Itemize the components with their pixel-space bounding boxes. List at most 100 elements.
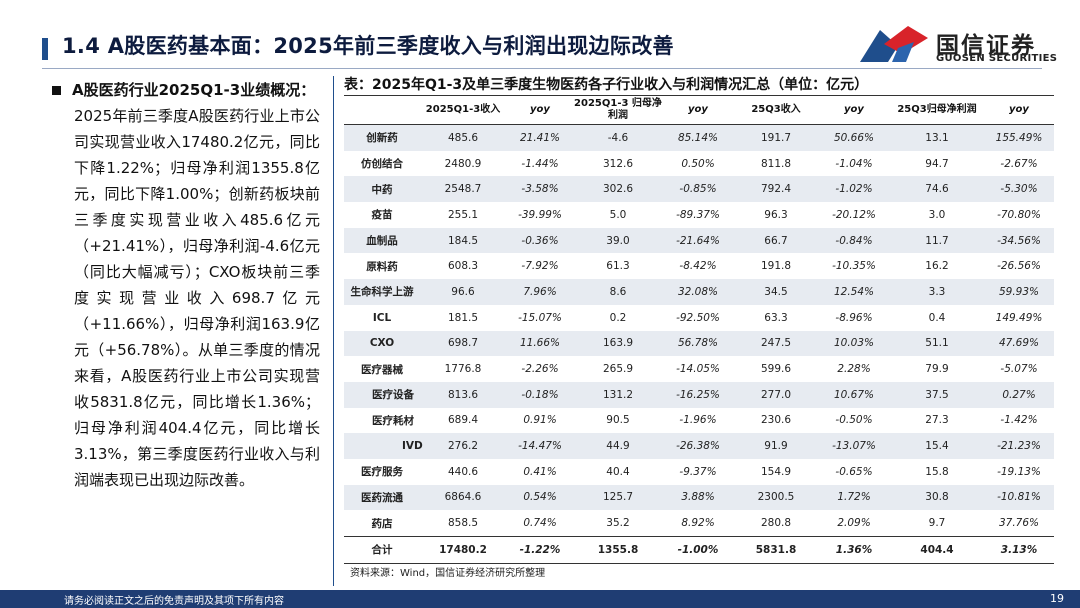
table-cell: 51.1 xyxy=(890,330,984,357)
row-label: 创新药 xyxy=(344,124,420,151)
table-cell: 191.7 xyxy=(734,124,818,151)
table-row: 中药 2548.7 -3.58% 302.6 -0.85% 792.4 -1.02% 74.6… xyxy=(344,176,1054,203)
table-cell: 302.6 xyxy=(574,176,662,203)
table-cell: -89.37% xyxy=(676,208,720,221)
table-caption: 表：2025年Q1-3及单三季度生物医药各子行业收入与利润情况汇总（单位：亿元） xyxy=(344,77,869,93)
table-cell: -0.50% xyxy=(835,414,873,427)
table-cell: -2.67% xyxy=(1000,157,1038,170)
table-cell: -1.02% xyxy=(818,176,890,203)
table-cell: -39.99% xyxy=(518,208,562,221)
table-row: 医疗设备 813.6 -0.18% 131.2 -16.25% 277.0 10.67% 37… xyxy=(344,381,1054,408)
table-cell: 66.7 xyxy=(734,227,818,254)
table-row: 仿创结合 2480.9 -1.44% 312.6 0.50% 811.8 -1.04% 94.… xyxy=(344,151,1054,177)
table-body: 创新药 485.6 21.41% -4.6 85.14% 191.7 50.66% 13.1 1… xyxy=(344,124,1054,564)
table-cell: 1776.8 xyxy=(444,363,482,376)
table-cell: 265.9 xyxy=(602,363,634,376)
square-bullet-icon xyxy=(52,86,61,95)
table-cell: 155.49% xyxy=(984,124,1054,151)
row-label: ICL xyxy=(372,311,392,324)
table-cell: 2300.5 xyxy=(734,484,818,511)
table-cell: 94.7 xyxy=(925,157,949,170)
source-note: 资料来源：Wind，国信证券经济研究所整理 xyxy=(350,568,546,579)
table-cell: -19.13% xyxy=(997,465,1041,478)
header-cell: 25Q3收入 xyxy=(734,95,818,125)
table-cell: -26.56% xyxy=(997,260,1041,273)
table-cell: 10.67% xyxy=(818,381,890,408)
table-cell: 698.7 xyxy=(420,330,506,357)
table-cell: 247.5 xyxy=(734,330,818,357)
row-label: 合计 xyxy=(344,536,420,564)
table-cell: 184.5 xyxy=(420,227,506,254)
table-cell: 2548.7 xyxy=(420,176,506,203)
table-cell: 858.5 xyxy=(447,517,479,530)
table-row: 生命科学上游 96.6 7.96% 8.6 32.08% 34.5 12.54% 3.3 59.… xyxy=(344,279,1054,305)
table-row: CXO 698.7 11.66% 163.9 56.78% 247.5 10.03% 51.1… xyxy=(344,330,1054,357)
table-container: 2025Q1-3收入 yoy 2025Q1-3 归母净利润 yoy 25Q3收入… xyxy=(344,95,1054,564)
table-cell: -70.80% xyxy=(997,208,1041,221)
table-cell: 8.92% xyxy=(681,517,715,530)
table-cell: 16.2 xyxy=(925,260,949,273)
table-cell: 6864.6 xyxy=(420,484,506,511)
table-cell: 277.0 xyxy=(734,381,818,408)
table-cell: -14.47% xyxy=(506,433,574,459)
table-cell: 32.08% xyxy=(662,279,734,305)
table-cell: 0.91% xyxy=(523,414,557,427)
table-cell: -0.65% xyxy=(835,465,873,478)
table-cell: 154.9 xyxy=(760,465,792,478)
table-cell: -1.96% xyxy=(679,414,717,427)
table-cell: 230.6 xyxy=(760,414,792,427)
row-label: 中药 xyxy=(344,176,420,203)
table-cell: 40.4 xyxy=(606,465,630,478)
guosen-logo: 国信证券 GUOSEN SECURITIES xyxy=(858,24,1068,66)
table-cell: 34.5 xyxy=(734,279,818,305)
table-cell: 9.7 xyxy=(928,517,946,530)
table-cell: -7.92% xyxy=(521,260,559,273)
table-cell: -21.64% xyxy=(662,227,734,254)
table-cell: -2.26% xyxy=(521,363,559,376)
header-divider xyxy=(42,68,1042,69)
table-cell: -8.96% xyxy=(835,311,873,324)
table-cell: 15.8 xyxy=(925,465,949,478)
header-cell xyxy=(344,95,420,125)
table-cell: 811.8 xyxy=(760,157,792,170)
table-row: ICL 181.5 -15.07% 0.2 -92.50% 63.3 -8.96% 0.4 14… xyxy=(344,305,1054,331)
summary-heading-row: A股医药行业2025Q1-3业绩概况： xyxy=(50,78,320,102)
table-row: 创新药 485.6 21.41% -4.6 85.14% 191.7 50.66% 13.1 1… xyxy=(344,124,1054,151)
table-cell: 440.6 xyxy=(447,465,479,478)
table-cell: 149.49% xyxy=(995,311,1043,324)
table-cell: -0.18% xyxy=(506,381,574,408)
table-cell: 13.1 xyxy=(890,124,984,151)
slide-header: 1.4 A股医药基本面：2025年前三季度收入与利润出现边际改善 国信证券 GU… xyxy=(0,0,1080,72)
table-row: 药店 858.5 0.74% 35.2 8.92% 280.8 2.09% 9.7 37.76% xyxy=(344,510,1054,536)
row-label: 医疗设备 xyxy=(344,381,420,408)
table-cell: -16.25% xyxy=(662,381,734,408)
table-cell: 689.4 xyxy=(447,414,479,427)
table-cell: 1.36% xyxy=(818,536,890,564)
table-row: 医疗耗材 689.4 0.91% 90.5 -1.96% 230.6 -0.50% 27.3 -… xyxy=(344,408,1054,434)
row-label: 原料药 xyxy=(366,260,398,273)
table-cell: -5.30% xyxy=(984,176,1054,203)
table-cell: 63.3 xyxy=(764,311,788,324)
table-cell: 255.1 xyxy=(447,208,479,221)
table-cell: 276.2 xyxy=(420,433,506,459)
table-cell: 5.0 xyxy=(609,208,627,221)
table-cell: 191.8 xyxy=(760,260,792,273)
header-cell: 2025Q1-3收入 xyxy=(420,95,506,125)
table-cell: 181.5 xyxy=(447,311,479,324)
table-cell: -92.50% xyxy=(676,311,720,324)
table-cell: 0.27% xyxy=(984,381,1054,408)
table-cell: -26.38% xyxy=(662,433,734,459)
table-cell: 17480.2 xyxy=(420,536,506,564)
table-cell: -3.58% xyxy=(506,176,574,203)
table-cell: 74.6 xyxy=(890,176,984,203)
row-label: 医疗耗材 xyxy=(372,414,414,427)
table-cell: 96.6 xyxy=(420,279,506,305)
table-cell: 96.3 xyxy=(764,208,788,221)
footer-bar: 请务必阅读正文之后的免责声明及其项下所有内容 19 xyxy=(0,590,1080,608)
disclaimer-text: 请务必阅读正文之后的免责声明及其项下所有内容 xyxy=(64,596,284,607)
table-cell: -20.12% xyxy=(832,208,876,221)
summary-heading: A股医药行业2025Q1-3业绩概况： xyxy=(72,81,316,99)
table-cell: -0.36% xyxy=(506,227,574,254)
summary-panel: A股医药行业2025Q1-3业绩概况： 2025年前三季度A股医药行业上市公司实… xyxy=(50,78,320,493)
table-cell: 90.5 xyxy=(606,414,630,427)
